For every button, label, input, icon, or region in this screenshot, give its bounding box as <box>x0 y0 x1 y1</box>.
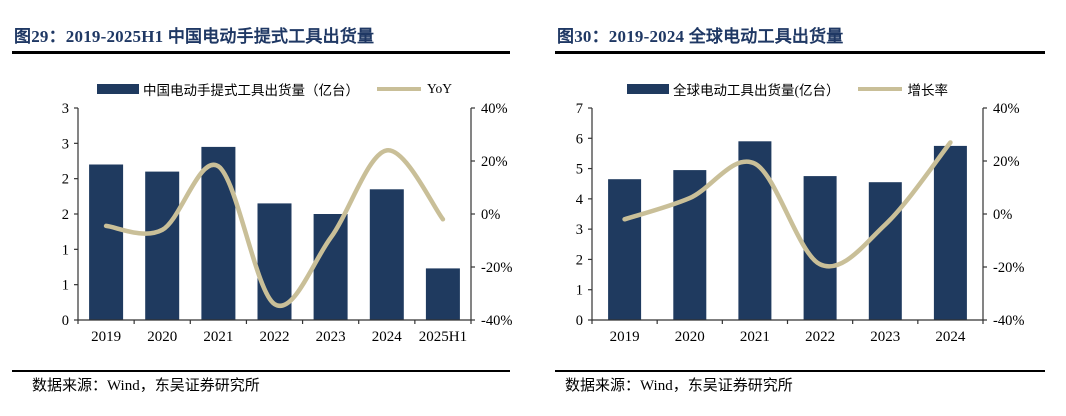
figure29-panel: 图29：2019-2025H1 中国电动手提式工具出货量 中国电动手提式工具出货… <box>12 27 513 394</box>
bar-2024 <box>369 189 404 320</box>
right-axis-tick-label: 0% <box>993 207 1012 223</box>
left-axis-tick-label: 3 <box>62 101 69 117</box>
left-axis-tick-label: 2 <box>62 207 69 223</box>
bar-2021 <box>201 146 236 320</box>
bar-series-swatch <box>627 84 669 94</box>
right-axis-tick-label: 40% <box>993 101 1020 117</box>
left-axis-tick-label: 3 <box>576 222 583 238</box>
bar-2023 <box>868 182 902 320</box>
title-rule <box>555 51 1045 54</box>
line-series-swatch <box>377 86 422 92</box>
bar-2021 <box>738 141 772 320</box>
x-axis-label: 2021 <box>740 329 770 345</box>
left-axis-tick-label: 0 <box>576 313 583 329</box>
bar-2025H1 <box>425 268 460 320</box>
left-axis-tick-label: 1 <box>62 242 69 258</box>
bar-2019 <box>608 179 642 320</box>
x-axis-label: 2019 <box>610 329 640 345</box>
title-rule <box>12 51 510 54</box>
x-axis-label: 2020 <box>675 329 705 345</box>
figure30-panel: 图30：2019-2024 全球电动工具出货量 全球电动工具出货量(亿台） 增长… <box>533 0 1066 416</box>
left-axis-tick-label: 0 <box>62 313 69 329</box>
growth-trend-line <box>103 148 446 309</box>
x-axis-label: 2021 <box>203 329 233 345</box>
right-axis-tick-label: 20% <box>993 154 1020 170</box>
china-tool-shipments-chart: 3 3 2 2 1 1 0 40% 20% 0% -20% -40% 2019 2020 2021 2022 2… <box>62 101 513 345</box>
x-axis-label: 2019 <box>91 329 121 345</box>
chart-legend: 全球电动工具出货量(亿台） 增长率 <box>521 79 1054 99</box>
line-series-label: YoY <box>427 81 452 96</box>
line-series-swatch <box>857 86 902 92</box>
bar-series-label: 中国电动手提式工具出货量（亿台） <box>143 83 360 98</box>
right-axis-tick-label: 40% <box>481 101 508 117</box>
right-axis-tick-label: 20% <box>481 154 508 170</box>
x-axis-label: 2023 <box>870 329 900 345</box>
right-axis-tick-label: -20% <box>993 260 1024 276</box>
bar-2024 <box>933 145 967 320</box>
x-axis-label: 2024 <box>372 329 403 345</box>
right-axis-tick-label: -40% <box>481 313 512 329</box>
left-axis-tick-label: 5 <box>576 162 583 178</box>
line-series-label: 增长率 <box>907 83 949 98</box>
figure-title: 图30：2019-2024 全球电动工具出货量 <box>557 27 844 46</box>
left-axis-tick-label: 4 <box>576 192 584 208</box>
left-axis-tick-label: 1 <box>576 283 583 299</box>
right-axis-tick-label: -40% <box>993 313 1024 329</box>
right-axis-tick-label: 0% <box>481 207 500 223</box>
bar-series-label: 全球电动工具出货量(亿台） <box>673 83 840 98</box>
left-axis-tick-label: 2 <box>576 252 583 268</box>
data-source: 数据来源：Wind，东吴证券研究所 <box>32 378 260 394</box>
x-axis-label: 2020 <box>147 329 177 345</box>
bar-2022 <box>803 176 837 320</box>
x-axis-label: 2022 <box>260 329 290 345</box>
global-tool-shipments-chart: 7 6 5 4 3 2 1 0 40% 20% 0% -20% -40% 2019 2020 2021 2022… <box>576 101 1025 345</box>
x-axis-label: 2024 <box>935 329 966 345</box>
left-axis-tick-label: 7 <box>576 101 583 117</box>
left-axis-tick-label: 2 <box>62 172 69 188</box>
footer-rule <box>12 370 510 372</box>
bar-series-swatch <box>97 84 140 94</box>
figure-title: 图29：2019-2025H1 中国电动手提式工具出货量 <box>14 27 375 46</box>
chart-legend: 中国电动手提式工具出货量（亿台） YoY <box>8 79 541 99</box>
footer-rule <box>555 370 1045 372</box>
bar-2022 <box>257 203 292 320</box>
right-axis-tick-label: -20% <box>481 260 512 276</box>
x-axis-label: 2025H1 <box>419 329 467 345</box>
bar-2020 <box>145 171 180 320</box>
bar-2020 <box>673 170 707 320</box>
x-axis-label: 2022 <box>805 329 835 345</box>
left-axis-tick-label: 6 <box>576 131 583 147</box>
left-axis-tick-label: 3 <box>62 136 69 152</box>
growth-trend-line <box>622 140 953 269</box>
bar-2023 <box>313 214 348 320</box>
data-source: 数据来源：Wind，东吴证券研究所 <box>565 378 793 394</box>
x-axis-label: 2023 <box>316 329 346 345</box>
bar-2019 <box>89 164 124 320</box>
left-axis-tick-label: 1 <box>62 278 69 294</box>
